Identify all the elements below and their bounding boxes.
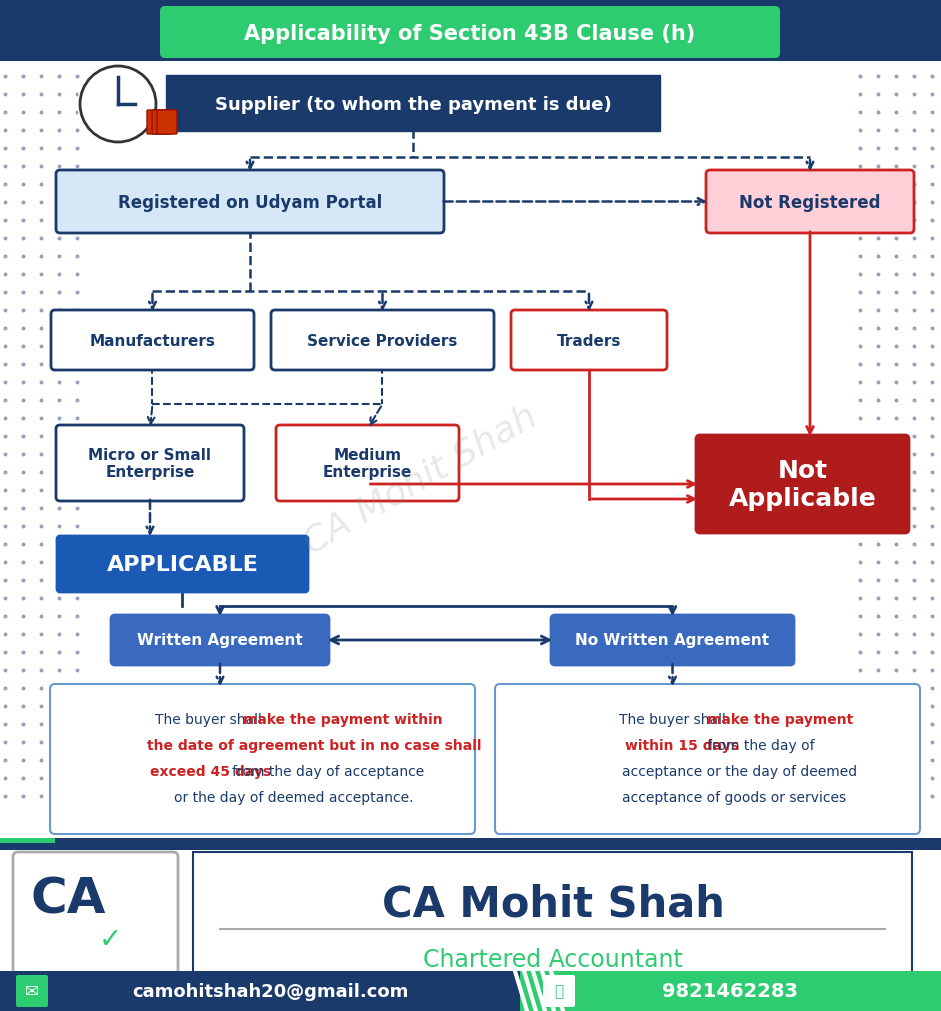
- Text: make the payment: make the payment: [708, 713, 853, 726]
- FancyBboxPatch shape: [520, 971, 941, 1011]
- Text: Not Registered: Not Registered: [740, 193, 881, 211]
- FancyBboxPatch shape: [511, 310, 667, 371]
- FancyBboxPatch shape: [0, 842, 941, 850]
- Circle shape: [78, 65, 158, 145]
- Text: The buyer shall: The buyer shall: [619, 713, 731, 726]
- Text: CA Mohit Shah: CA Mohit Shah: [381, 884, 725, 925]
- FancyBboxPatch shape: [495, 684, 920, 834]
- FancyBboxPatch shape: [0, 0, 941, 62]
- Text: Supplier (to whom the payment is due): Supplier (to whom the payment is due): [215, 96, 612, 114]
- Text: Registered on Udyam Portal: Registered on Udyam Portal: [118, 193, 382, 211]
- Text: the date of agreement but in no case shall: the date of agreement but in no case sha…: [147, 738, 482, 752]
- Text: Service Providers: Service Providers: [308, 334, 457, 348]
- Text: ✓: ✓: [99, 925, 121, 953]
- Text: within 15 days: within 15 days: [625, 738, 744, 752]
- FancyBboxPatch shape: [56, 171, 444, 234]
- Text: Written Agreement: Written Agreement: [137, 633, 303, 648]
- FancyBboxPatch shape: [193, 852, 912, 991]
- FancyBboxPatch shape: [56, 426, 244, 501]
- Text: or the day of deemed acceptance.: or the day of deemed acceptance.: [174, 791, 414, 804]
- Text: acceptance of goods or services: acceptance of goods or services: [622, 791, 846, 804]
- FancyBboxPatch shape: [51, 310, 254, 371]
- FancyBboxPatch shape: [276, 426, 459, 501]
- FancyBboxPatch shape: [55, 838, 941, 843]
- Text: Manufacturers: Manufacturers: [89, 334, 215, 348]
- FancyBboxPatch shape: [50, 684, 475, 834]
- Text: No Written Agreement: No Written Agreement: [576, 633, 770, 648]
- FancyBboxPatch shape: [271, 310, 494, 371]
- FancyBboxPatch shape: [57, 537, 308, 592]
- Text: APPLICABLE: APPLICABLE: [106, 554, 259, 574]
- FancyBboxPatch shape: [0, 838, 55, 843]
- Text: Traders: Traders: [557, 334, 621, 348]
- Text: Medium
Enterprise: Medium Enterprise: [323, 447, 412, 480]
- Text: CA: CA: [30, 876, 105, 923]
- FancyBboxPatch shape: [551, 616, 794, 665]
- FancyBboxPatch shape: [706, 171, 914, 234]
- FancyBboxPatch shape: [0, 971, 520, 1011]
- FancyBboxPatch shape: [166, 76, 660, 131]
- Text: Not
Applicable: Not Applicable: [728, 459, 876, 511]
- FancyBboxPatch shape: [160, 7, 780, 59]
- FancyBboxPatch shape: [543, 975, 575, 1007]
- Text: CA Mohit Shah: CA Mohit Shah: [297, 399, 543, 560]
- Text: Micro or Small
Enterprise: Micro or Small Enterprise: [88, 447, 212, 480]
- FancyBboxPatch shape: [696, 436, 909, 534]
- Text: 📞: 📞: [554, 984, 564, 999]
- FancyBboxPatch shape: [111, 616, 329, 665]
- Text: camohitshah20@gmail.com: camohitshah20@gmail.com: [132, 982, 408, 1000]
- Text: 9821462283: 9821462283: [662, 982, 798, 1001]
- FancyBboxPatch shape: [152, 111, 172, 134]
- FancyBboxPatch shape: [147, 111, 167, 134]
- Text: exceed 45 days: exceed 45 days: [150, 764, 276, 778]
- Text: from the day of acceptance: from the day of acceptance: [232, 764, 424, 778]
- FancyBboxPatch shape: [13, 852, 178, 992]
- Text: Applicability of Section 43B Clause (h): Applicability of Section 43B Clause (h): [245, 24, 695, 43]
- Text: from the day of: from the day of: [708, 738, 815, 752]
- FancyBboxPatch shape: [16, 975, 48, 1007]
- Text: The buyer shall: The buyer shall: [155, 713, 266, 726]
- Text: Chartered Accountant: Chartered Accountant: [423, 947, 683, 971]
- Text: acceptance or the day of deemed: acceptance or the day of deemed: [622, 764, 857, 778]
- Text: make the payment within: make the payment within: [244, 713, 443, 726]
- Text: ✉: ✉: [25, 982, 39, 1000]
- FancyBboxPatch shape: [157, 111, 177, 134]
